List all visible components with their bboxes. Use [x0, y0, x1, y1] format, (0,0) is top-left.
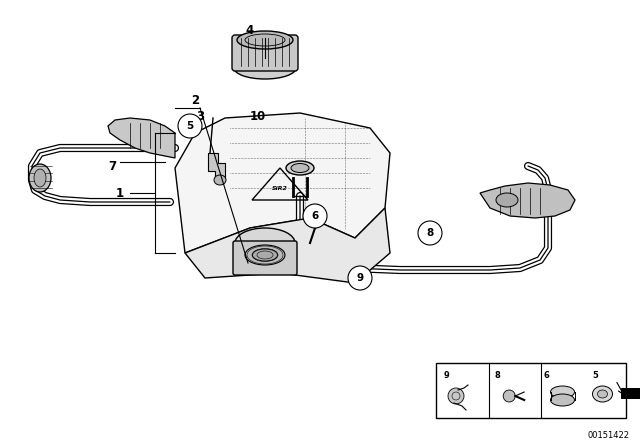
- Text: SiR2: SiR2: [272, 185, 288, 190]
- Bar: [436, 363, 626, 418]
- Ellipse shape: [550, 394, 575, 406]
- Text: 6: 6: [543, 371, 549, 380]
- Ellipse shape: [29, 164, 51, 192]
- Polygon shape: [108, 118, 175, 158]
- Text: 2: 2: [191, 94, 199, 107]
- Circle shape: [503, 390, 515, 402]
- Ellipse shape: [34, 169, 46, 187]
- Ellipse shape: [253, 249, 278, 261]
- Ellipse shape: [235, 228, 295, 258]
- Polygon shape: [208, 153, 225, 178]
- FancyBboxPatch shape: [232, 35, 298, 71]
- Text: 00151422: 00151422: [588, 431, 630, 440]
- Text: 8: 8: [426, 228, 434, 238]
- Ellipse shape: [245, 245, 285, 265]
- Text: 8: 8: [494, 371, 500, 380]
- Ellipse shape: [234, 57, 296, 79]
- Text: 5: 5: [186, 121, 194, 131]
- Ellipse shape: [237, 31, 293, 49]
- Text: 9: 9: [444, 371, 450, 380]
- FancyBboxPatch shape: [233, 241, 297, 275]
- Ellipse shape: [550, 386, 575, 398]
- Ellipse shape: [291, 164, 309, 172]
- Circle shape: [448, 388, 464, 404]
- Ellipse shape: [214, 175, 226, 185]
- Text: 1: 1: [116, 186, 124, 199]
- Circle shape: [418, 221, 442, 245]
- Text: 9: 9: [356, 273, 364, 283]
- Text: 10: 10: [250, 109, 266, 122]
- Ellipse shape: [496, 193, 518, 207]
- Circle shape: [310, 210, 320, 220]
- Ellipse shape: [286, 161, 314, 175]
- Text: 5: 5: [593, 371, 598, 380]
- Text: 6: 6: [312, 211, 319, 221]
- Polygon shape: [480, 183, 575, 218]
- Circle shape: [178, 114, 202, 138]
- Circle shape: [348, 266, 372, 290]
- Text: 4: 4: [246, 23, 254, 36]
- Ellipse shape: [593, 386, 612, 402]
- Bar: [621, 388, 640, 398]
- Ellipse shape: [598, 390, 607, 398]
- Text: 7: 7: [108, 159, 116, 172]
- Polygon shape: [185, 208, 390, 283]
- Text: 3: 3: [196, 109, 204, 122]
- Circle shape: [303, 204, 327, 228]
- Polygon shape: [175, 113, 390, 253]
